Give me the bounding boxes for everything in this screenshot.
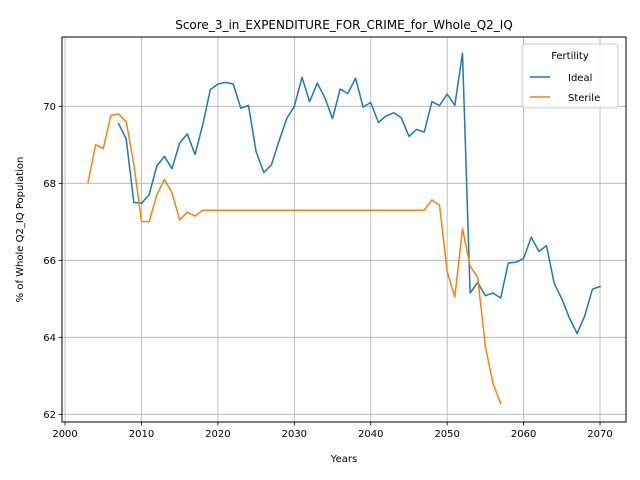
- legend-title: Fertility: [551, 51, 589, 62]
- y-tick-label: 62: [43, 410, 56, 421]
- plot-frame: [61, 36, 627, 423]
- y-axis-label: % of Whole Q2_IQ Population: [15, 157, 26, 303]
- y-tick-label: 66: [43, 256, 56, 267]
- legend-label-ideal: Ideal: [568, 73, 592, 84]
- x-tick-label: 2070: [587, 429, 612, 440]
- y-tick-label: 64: [43, 333, 56, 344]
- x-tick-label: 2010: [129, 429, 154, 440]
- x-tick-label: 2030: [282, 429, 307, 440]
- x-axis-label: Years: [330, 454, 357, 465]
- x-tick-label: 2060: [511, 429, 536, 440]
- series-line-ideal: [117, 52, 601, 335]
- x-tick-label: 2050: [434, 429, 459, 440]
- legend-box: [521, 43, 619, 109]
- chart-title: Score_3_in_EXPENDITURE_FOR_CRIME_for_Who…: [175, 18, 513, 32]
- legend-label-sterile: Sterile: [568, 93, 600, 104]
- x-axis-ticks: 2000 2010 2020 2030 2040 2050 2060 2070: [52, 422, 613, 440]
- series-line-sterile: [87, 113, 502, 405]
- y-tick-label: 70: [43, 102, 56, 113]
- x-tick-label: 2040: [358, 429, 383, 440]
- series-lines: [87, 52, 601, 405]
- y-axis-ticks: 62 64 66 68 70: [43, 102, 62, 421]
- x-tick-label: 2000: [52, 429, 77, 440]
- y-tick-label: 68: [43, 179, 56, 190]
- legend: Fertility Ideal Sterile: [521, 43, 619, 109]
- x-tick-label: 2020: [205, 429, 230, 440]
